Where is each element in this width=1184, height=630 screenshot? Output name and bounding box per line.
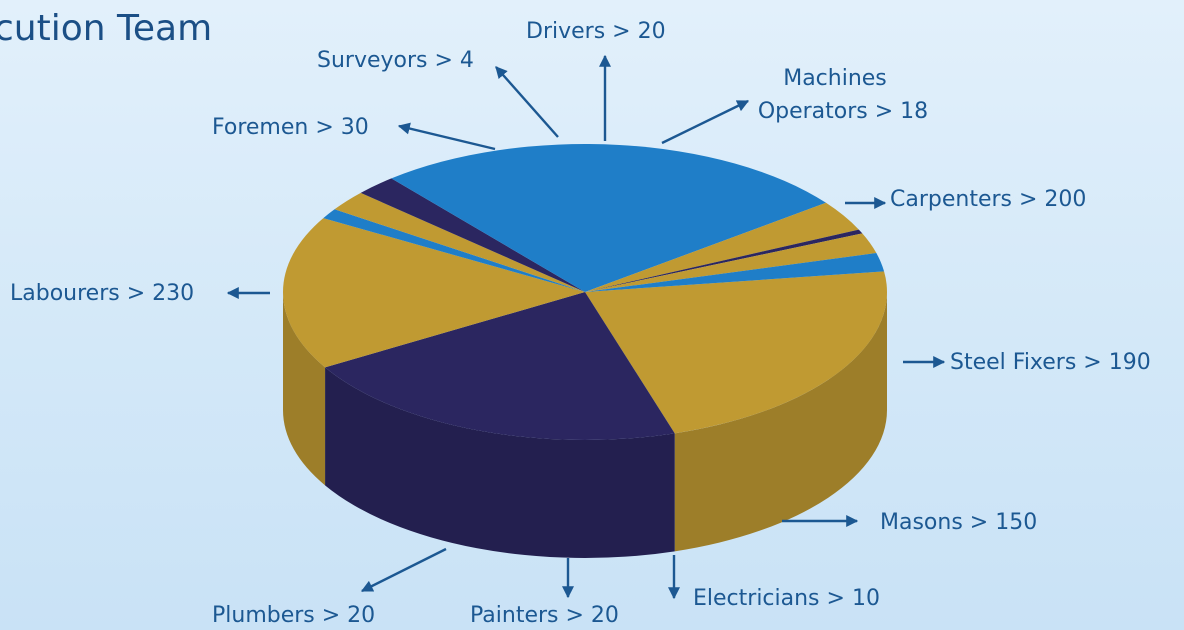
arrow-surveyors xyxy=(495,66,559,138)
pie-slices xyxy=(283,143,887,440)
label-painters: Painters > 20 xyxy=(470,603,619,628)
pie-slice-surveyors xyxy=(585,229,863,292)
arrow-machines-operators xyxy=(661,99,750,145)
chart-title: cution Team xyxy=(0,8,213,49)
pie-slice-drivers xyxy=(585,233,877,292)
label-foremen: Foremen > 30 xyxy=(212,115,369,140)
pie-slice-steel-fixers xyxy=(325,292,675,440)
pie-side-carpenters xyxy=(674,292,887,552)
label-machines-operators-line2: Operators > 18 xyxy=(758,99,928,124)
pie-slice-machines-operators xyxy=(585,253,885,292)
label-carpenters: Carpenters > 200 xyxy=(890,187,1086,212)
pie-slice-foremen xyxy=(585,202,859,292)
pie-side-steel-fixers xyxy=(325,367,675,558)
label-machines-operators-line1: Machines xyxy=(783,66,887,91)
pie-sides xyxy=(283,292,887,558)
label-electricians: Electricians > 10 xyxy=(693,586,880,611)
pie-slice-masons xyxy=(283,218,585,368)
pie-slice-plumbers xyxy=(360,178,585,292)
pie-slice-painters xyxy=(334,192,585,292)
pie-slice-labourers xyxy=(391,143,827,292)
label-arrows xyxy=(226,54,946,600)
label-labourers: Labourers > 230 xyxy=(10,281,194,306)
pie-slice-carpenters xyxy=(585,271,887,434)
label-drivers: Drivers > 20 xyxy=(526,19,666,44)
label-surveyors: Surveyors > 4 xyxy=(317,48,474,73)
label-masons: Masons > 150 xyxy=(880,510,1037,535)
label-plumbers: Plumbers > 20 xyxy=(212,603,375,628)
label-steel-fixers: Steel Fixers > 190 xyxy=(950,350,1151,375)
arrow-plumbers xyxy=(360,547,447,593)
slice-labels: Carpenters > 200 Steel Fixers > 190 Masons… xyxy=(10,19,1151,628)
arrow-foremen xyxy=(397,122,496,151)
pie-side-masons xyxy=(283,292,326,486)
pie-slice-electricians xyxy=(323,209,585,292)
